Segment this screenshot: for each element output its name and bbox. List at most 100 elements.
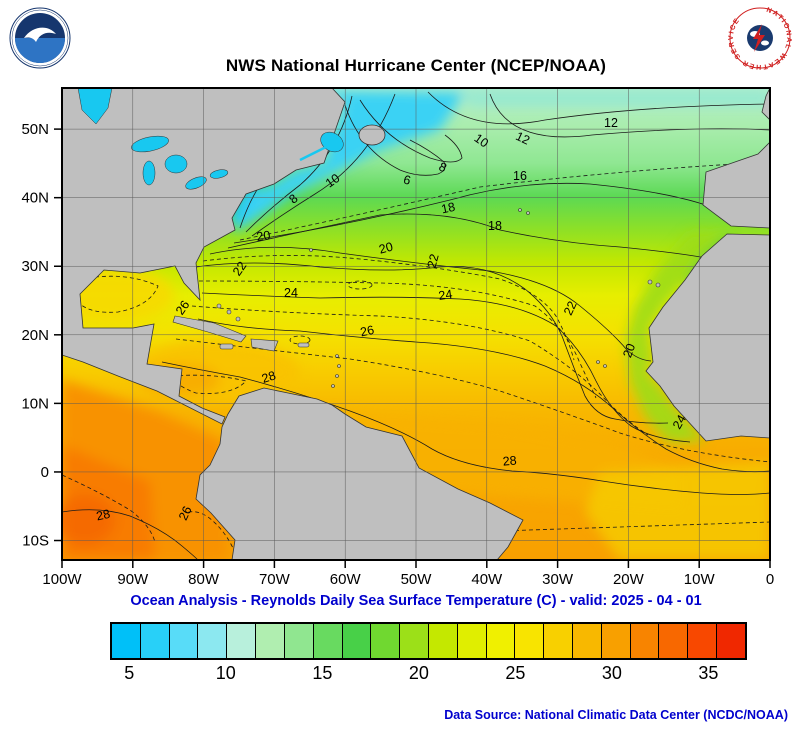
colorbar-cell bbox=[717, 624, 745, 658]
contour-line bbox=[427, 91, 770, 125]
contour-line bbox=[62, 509, 199, 560]
contour-line bbox=[359, 99, 463, 163]
contour-label: 20 bbox=[256, 228, 272, 244]
noaa-logo-ocean bbox=[15, 38, 65, 63]
contour-line bbox=[191, 305, 649, 436]
y-axis-label: 40N bbox=[21, 190, 49, 207]
land-britain bbox=[761, 88, 770, 121]
colorbar-cell bbox=[400, 624, 429, 658]
contour-line bbox=[289, 335, 311, 345]
x-axis-label: 40W bbox=[471, 571, 503, 588]
colorbar-cell bbox=[112, 624, 141, 658]
colorbar-cell bbox=[169, 624, 199, 658]
nws-logo-land bbox=[761, 40, 769, 46]
colorbar-cell bbox=[256, 624, 285, 658]
colorbar-cell bbox=[371, 624, 401, 658]
x-axis-label: 70W bbox=[259, 571, 291, 588]
colorbar-cell bbox=[544, 624, 573, 658]
lake-superior bbox=[131, 135, 169, 153]
colorbar-cell bbox=[515, 624, 545, 658]
island-canary bbox=[647, 279, 653, 285]
contour-label: 10 bbox=[323, 171, 342, 190]
island-cape-verde bbox=[603, 364, 607, 368]
contour-line bbox=[202, 255, 575, 361]
colorbar-cell bbox=[486, 624, 516, 658]
island-azores bbox=[526, 211, 530, 215]
colorbar-cell bbox=[198, 624, 228, 658]
contour-line bbox=[347, 280, 373, 290]
island-lesser-antilles bbox=[337, 364, 341, 368]
contour-label: 24 bbox=[670, 412, 689, 431]
noaa-logo-bird-icon bbox=[24, 27, 56, 42]
page-title: NWS National Hurricane Center (NCEP/NOAA… bbox=[225, 56, 607, 75]
land-iberia bbox=[702, 141, 770, 229]
contour-label: 18 bbox=[488, 219, 502, 233]
land-newfoundland bbox=[358, 124, 386, 146]
x-axis-label: 50W bbox=[401, 571, 433, 588]
x-axis-label: 60W bbox=[330, 571, 362, 588]
colorbar-cell bbox=[659, 624, 689, 658]
contour-line bbox=[185, 511, 239, 560]
contour-label: 24 bbox=[284, 286, 298, 300]
island-bahamas bbox=[235, 316, 241, 322]
y-axis-label: 0 bbox=[41, 464, 49, 481]
colorbar-cell bbox=[342, 624, 372, 658]
x-axis-label: 80W bbox=[188, 571, 220, 588]
contour-label: 12 bbox=[604, 116, 618, 130]
colorbar-tick-label: 10 bbox=[215, 663, 236, 683]
y-axis-label: 10S bbox=[22, 533, 49, 550]
contour-line bbox=[209, 246, 652, 362]
y-axis-label: 30N bbox=[21, 258, 49, 275]
contour-label: 24 bbox=[438, 287, 454, 303]
noaa-logo-inner-ring bbox=[11, 9, 69, 67]
map-figure: 8 10 6 8 10 12 12 16 18 18 20 20 22 22 22 24 24 26 26 20 28 2… bbox=[0, 80, 800, 592]
y-axis-label: 50N bbox=[21, 121, 49, 138]
colorbar-cell bbox=[313, 624, 343, 658]
y-axis-label: 10N bbox=[21, 395, 49, 412]
contour-label: 22 bbox=[561, 299, 580, 318]
contour-label: 28 bbox=[502, 453, 517, 468]
island-hispaniola bbox=[250, 338, 279, 352]
lake-michigan bbox=[142, 160, 156, 186]
island-cape-verde bbox=[596, 360, 600, 364]
land-south-america bbox=[195, 387, 524, 560]
contour-line bbox=[245, 95, 353, 233]
contour-line bbox=[227, 213, 717, 261]
nws-logo-lightning-icon bbox=[753, 24, 765, 52]
contour-line bbox=[195, 262, 669, 424]
colorbar-tick-label: 35 bbox=[698, 663, 719, 683]
noaa-logo bbox=[9, 7, 71, 69]
island-canary bbox=[655, 282, 661, 288]
contour-label: 28 bbox=[260, 368, 278, 386]
colorbar-tick-label: 5 bbox=[124, 663, 135, 683]
colorbar-cell bbox=[284, 624, 314, 658]
contour-label: 20 bbox=[377, 240, 394, 257]
x-axis-labels: 100W 90W 80W 70W 60W 50W 40W 30W 20W 10W 0 bbox=[42, 571, 774, 588]
lake-ontario bbox=[209, 169, 229, 179]
contour-label: 26 bbox=[173, 298, 192, 317]
contour-label: 22 bbox=[425, 252, 442, 269]
island-azores bbox=[518, 208, 522, 212]
contour-line bbox=[198, 280, 597, 399]
colorbar-cell bbox=[630, 624, 660, 658]
lake-erie bbox=[185, 176, 207, 190]
y-axis-labels: 50N 40N 30N 20N 10N 0 10S bbox=[21, 121, 49, 549]
contour-line bbox=[201, 292, 691, 443]
contour-label: 26 bbox=[176, 504, 195, 523]
contour-label: 16 bbox=[513, 169, 527, 183]
colorbar-cell bbox=[688, 624, 718, 658]
colorbar-tick-label: 30 bbox=[601, 663, 622, 683]
contour-label: 26 bbox=[359, 323, 376, 340]
colorbar-cell bbox=[428, 624, 458, 658]
x-axis-label: 10W bbox=[684, 571, 716, 588]
lake-huron bbox=[164, 154, 188, 174]
island-lesser-antilles bbox=[335, 354, 339, 358]
contour-label: 6 bbox=[402, 172, 412, 187]
colorbar-cell bbox=[601, 624, 631, 658]
contour-line bbox=[161, 361, 770, 495]
contour-line bbox=[344, 104, 446, 176]
x-axis-label: 100W bbox=[42, 571, 82, 588]
st-lawrence-river bbox=[299, 143, 331, 162]
colorbar-tick-label: 25 bbox=[505, 663, 526, 683]
